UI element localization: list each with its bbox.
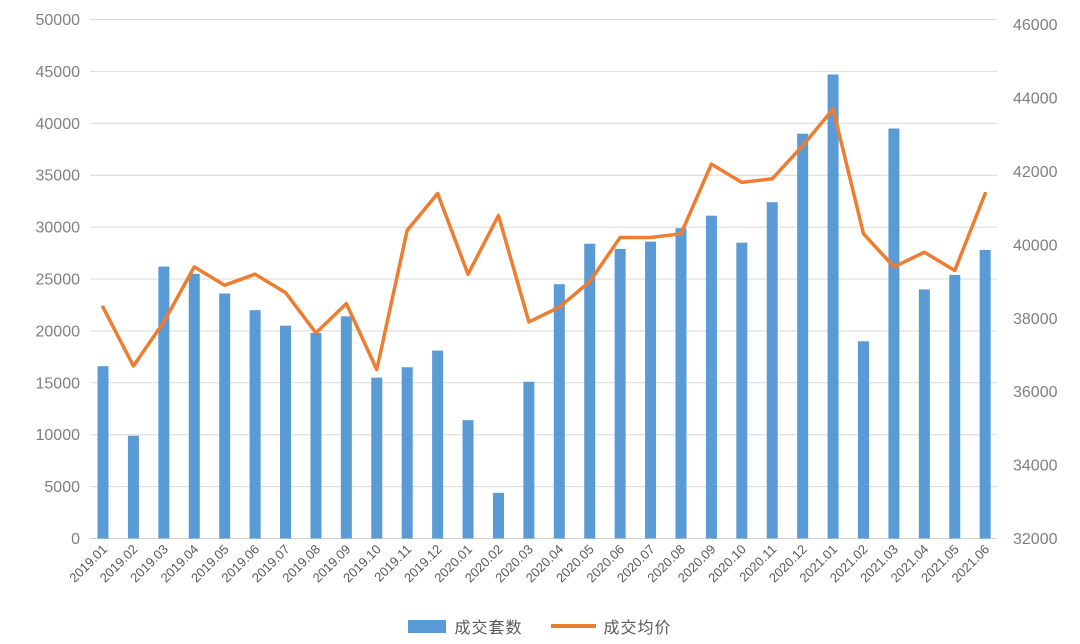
line-series-swatch [550, 624, 596, 628]
bar-2019.04 [188, 273, 200, 539]
bar-2020.02 [492, 492, 504, 539]
legend-item-bar-series: 成交套数 [408, 614, 522, 638]
bar-2019.06 [249, 310, 261, 539]
bar-2021.04 [918, 289, 930, 539]
y-axis-left-tick-label: 25000 [36, 272, 81, 289]
bar-2019.07 [280, 325, 292, 539]
y-axis-left-tick-label: 20000 [36, 323, 81, 340]
bar-2020.04 [553, 284, 565, 539]
y-axis-left-tick-label: 5000 [44, 479, 80, 496]
y-axis-left-tick-label: 45000 [36, 64, 81, 81]
y-axis-left-tick-label: 40000 [36, 116, 81, 133]
y-axis-right-tick-label: 34000 [1013, 458, 1058, 475]
bar-series-label: 成交套数 [454, 620, 523, 637]
y-axis-right-tick-label: 46000 [1013, 17, 1058, 34]
bar-2019.03 [158, 266, 170, 539]
bar-2021.06 [979, 249, 991, 539]
bar-2021.01 [827, 74, 839, 539]
bar-2019.08 [310, 332, 322, 539]
y-axis-left-tick-label: 0 [71, 531, 80, 548]
bar-2021.03 [888, 128, 900, 539]
bar-2020.07 [645, 241, 657, 539]
y-axis-left-tick-label: 35000 [36, 168, 81, 185]
line-series-label: 成交均价 [603, 620, 672, 637]
bar-series-swatch [408, 619, 447, 633]
y-axis-right-tick-label: 42000 [1013, 164, 1058, 181]
bar-2019.12 [432, 350, 444, 539]
bar-2021.05 [949, 274, 961, 539]
bar-2020.01 [462, 420, 474, 539]
bar-2021.02 [858, 341, 869, 539]
y-axis-left-tick-label: 30000 [36, 220, 81, 237]
bar-2020.09 [705, 215, 717, 539]
bar-2019.01 [97, 366, 109, 539]
bar-2019.05 [219, 293, 231, 539]
y-axis-left-tick-label: 10000 [36, 427, 81, 444]
bar-2020.11 [766, 202, 778, 539]
y-axis-left-tick-label: 50000 [36, 12, 81, 29]
chart-legend: 成交套数 成交均价 [0, 614, 1080, 638]
bar-2019.10 [371, 377, 383, 539]
y-axis-left-tick-label: 15000 [36, 375, 81, 392]
bar-2020.08 [675, 228, 687, 539]
bar-2019.09 [340, 316, 352, 539]
bar-2019.11 [401, 367, 413, 539]
y-axis-right-tick-label: 40000 [1013, 237, 1058, 254]
legend-item-line-series: 成交均价 [550, 614, 672, 638]
bar-2020.05 [584, 243, 596, 539]
bar-2020.12 [797, 133, 809, 539]
bar-2019.02 [127, 435, 139, 539]
y-axis-right-tick-label: 44000 [1013, 91, 1058, 108]
y-axis-right-tick-label: 36000 [1013, 384, 1058, 401]
y-axis-right-tick-label: 32000 [1013, 531, 1058, 548]
bar-2020.03 [523, 381, 535, 539]
bar-2020.06 [614, 248, 626, 539]
avg-price-line [101, 107, 987, 372]
y-axis-right-tick-label: 38000 [1013, 311, 1058, 328]
bar-2020.10 [736, 242, 748, 539]
